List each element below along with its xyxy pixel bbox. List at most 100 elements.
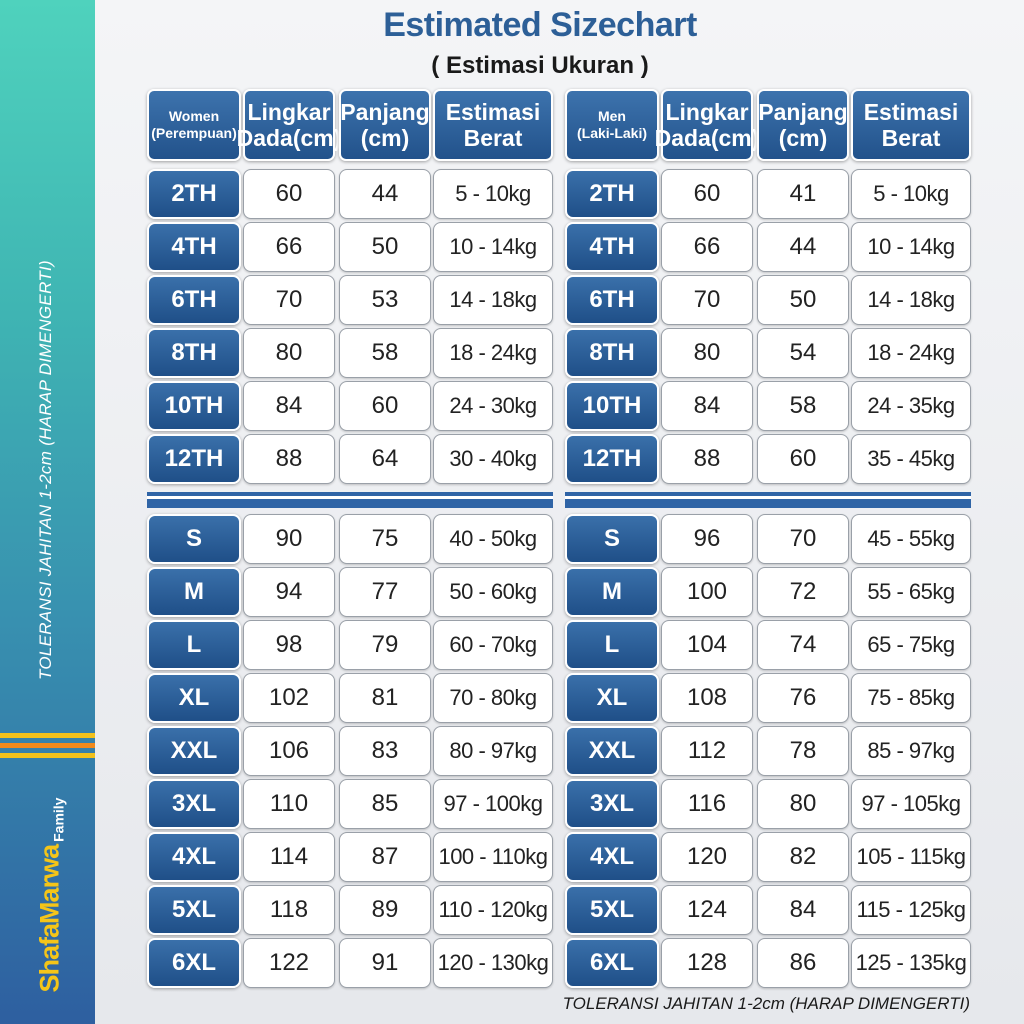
men-adults-cell-weight: 65 - 75kg — [851, 620, 971, 670]
men-header-chest: Lingkar Dada(cm) — [655, 89, 759, 161]
men-kids-cell-size: 4TH — [565, 222, 659, 272]
men-header-size: Men (Laki-Laki) — [565, 89, 659, 161]
women-adults-cell-weight: 100 - 110kg — [433, 832, 553, 882]
women-adults-cell-weight: 70 - 80kg — [433, 673, 553, 723]
men-kids-cell-length: 50 — [757, 275, 849, 325]
men-adults-cell-size: XL — [565, 673, 659, 723]
women-kids-cell-length: 64 — [339, 434, 431, 484]
men-adults-cell-size: M — [565, 567, 659, 617]
men-adults-cell-length: 84 — [757, 885, 849, 935]
women-kids-cell-weight: 14 - 18kg — [433, 275, 553, 325]
women-adults-cell-size: XXL — [147, 726, 241, 776]
women-adults-cell-size: 5XL — [147, 885, 241, 935]
men-kids-cell-size: 8TH — [565, 328, 659, 378]
women-kids-cell-size: 4TH — [147, 222, 241, 272]
men-kids-cell-size: 12TH — [565, 434, 659, 484]
men-adults-cell-size: S — [565, 514, 659, 564]
men-adults-cell-chest: 128 — [661, 938, 753, 988]
women-adults-cell-weight: 97 - 100kg — [433, 779, 553, 829]
men-adults-cell-chest: 112 — [661, 726, 753, 776]
men-kids-cell-size: 10TH — [565, 381, 659, 431]
men-kids-cell-chest: 70 — [661, 275, 753, 325]
women-kids-cell-weight: 18 - 24kg — [433, 328, 553, 378]
section-divider-men — [565, 492, 971, 508]
women-adults-cell-weight: 80 - 97kg — [433, 726, 553, 776]
men-header-weight: Estimasi Berat — [851, 89, 971, 161]
women-adults-cell-chest: 118 — [243, 885, 335, 935]
men-adults-cell-size: L — [565, 620, 659, 670]
men-adults-cell-length: 70 — [757, 514, 849, 564]
men-kids-cell-chest: 66 — [661, 222, 753, 272]
women-kids-cell-size: 2TH — [147, 169, 241, 219]
women-kids-cell-size: 6TH — [147, 275, 241, 325]
brand-marwa: Marwa — [34, 844, 65, 924]
men-adults-cell-chest: 108 — [661, 673, 753, 723]
women-adults-cell-weight: 120 - 130kg — [433, 938, 553, 988]
women-kids-cell-chest: 70 — [243, 275, 335, 325]
women-kids-cell-size: 10TH — [147, 381, 241, 431]
men-adults-cell-weight: 115 - 125kg — [851, 885, 971, 935]
women-adults-cell-chest: 114 — [243, 832, 335, 882]
women-adults-cell-chest: 90 — [243, 514, 335, 564]
page-subtitle: ( Estimasi Ukuran ) — [431, 52, 649, 79]
brand-strip: TOLERANSI JAHITAN 1-2cm (HARAP DIMENGERT… — [0, 0, 95, 1024]
men-kids-cell-weight: 5 - 10kg — [851, 169, 971, 219]
men-kids-cell-length: 54 — [757, 328, 849, 378]
women-adults-cell-length: 89 — [339, 885, 431, 935]
men-adults-cell-size: 3XL — [565, 779, 659, 829]
men-kids-cell-chest: 88 — [661, 434, 753, 484]
women-adults-cell-weight: 50 - 60kg — [433, 567, 553, 617]
women-adults-cell-chest: 94 — [243, 567, 335, 617]
women-adults-cell-length: 87 — [339, 832, 431, 882]
brand-shafa: Shafa — [34, 923, 65, 993]
women-header-size: Women (Perempuan) — [147, 89, 241, 161]
men-kids-cell-chest: 80 — [661, 328, 753, 378]
women-kids-cell-weight: 5 - 10kg — [433, 169, 553, 219]
men-kids-cell-length: 60 — [757, 434, 849, 484]
women-kids-cell-weight: 24 - 30kg — [433, 381, 553, 431]
women-kids-cell-length: 44 — [339, 169, 431, 219]
men-kids-cell-length: 41 — [757, 169, 849, 219]
decorative-stripes — [0, 733, 95, 763]
men-adults-cell-length: 72 — [757, 567, 849, 617]
women-kids-cell-weight: 10 - 14kg — [433, 222, 553, 272]
men-adults-cell-size: 4XL — [565, 832, 659, 882]
men-adults-cell-chest: 124 — [661, 885, 753, 935]
men-kids-cell-size: 6TH — [565, 275, 659, 325]
men-kids-cell-size: 2TH — [565, 169, 659, 219]
men-adults-cell-weight: 125 - 135kg — [851, 938, 971, 988]
men-kids-cell-chest: 60 — [661, 169, 753, 219]
women-adults-cell-size: M — [147, 567, 241, 617]
women-kids-cell-chest: 88 — [243, 434, 335, 484]
men-adults-cell-weight: 45 - 55kg — [851, 514, 971, 564]
men-adults-cell-size: XXL — [565, 726, 659, 776]
men-kids-cell-weight: 24 - 35kg — [851, 381, 971, 431]
women-kids-cell-chest: 80 — [243, 328, 335, 378]
brand-family: Family — [50, 797, 67, 842]
men-adults-cell-weight: 75 - 85kg — [851, 673, 971, 723]
page-title: Estimated Sizechart — [383, 6, 697, 44]
women-adults-cell-size: XL — [147, 673, 241, 723]
brand-logo: Shafa Marwa Family — [34, 797, 67, 993]
men-adults-cell-weight: 85 - 97kg — [851, 726, 971, 776]
men-adults-cell-length: 76 — [757, 673, 849, 723]
men-adults-cell-length: 86 — [757, 938, 849, 988]
men-kids-cell-weight: 14 - 18kg — [851, 275, 971, 325]
women-kids-cell-chest: 66 — [243, 222, 335, 272]
women-kids-cell-weight: 30 - 40kg — [433, 434, 553, 484]
women-adults-cell-chest: 110 — [243, 779, 335, 829]
men-kids-cell-chest: 84 — [661, 381, 753, 431]
women-adults-cell-size: 4XL — [147, 832, 241, 882]
women-adults-cell-weight: 60 - 70kg — [433, 620, 553, 670]
women-kids-cell-chest: 60 — [243, 169, 335, 219]
women-header-chest: Lingkar Dada(cm) — [237, 89, 341, 161]
section-divider-women — [147, 492, 553, 508]
women-adults-cell-length: 79 — [339, 620, 431, 670]
women-adults-cell-length: 77 — [339, 567, 431, 617]
men-kids-cell-weight: 35 - 45kg — [851, 434, 971, 484]
women-adults-cell-length: 85 — [339, 779, 431, 829]
men-adults-cell-chest: 96 — [661, 514, 753, 564]
women-adults-cell-chest: 106 — [243, 726, 335, 776]
side-tolerance-note: TOLERANSI JAHITAN 1-2cm (HARAP DIMENGERT… — [36, 259, 55, 681]
women-kids-cell-length: 60 — [339, 381, 431, 431]
